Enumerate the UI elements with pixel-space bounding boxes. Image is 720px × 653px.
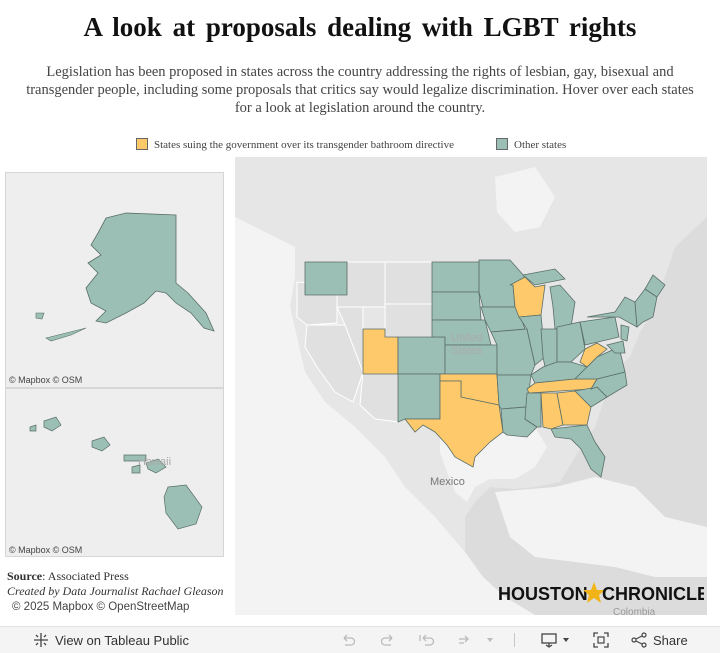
label-colombia: Colombia <box>613 607 656 615</box>
state-new-mexico <box>397 373 441 423</box>
label-states: States <box>451 345 483 357</box>
state-texas <box>404 380 504 468</box>
fullscreen-button[interactable] <box>593 627 609 653</box>
alaska-inset[interactable]: © Mapbox © OSM <box>5 172 224 388</box>
credit-line: Created by Data Journalist Rachael Gleas… <box>7 584 224 598</box>
source-line: Source: Associated Press <box>7 569 129 584</box>
toolbar-divider <box>514 627 515 653</box>
page-subtitle: Legislation has been proposed in states … <box>26 64 694 116</box>
island-lanai <box>131 464 141 474</box>
map-canvas: United States Mexico Colombia <box>235 157 707 615</box>
view-on-tableau-label: View on Tableau Public <box>55 632 189 648</box>
label-hawaii: Hawaii <box>138 456 171 468</box>
state-ohio <box>556 321 586 363</box>
houston-chronicle-logo: HOUSTON CHRONICLE <box>498 580 709 606</box>
share-icon <box>631 632 647 648</box>
logo-star-icon <box>583 582 605 603</box>
chevron-down-icon <box>563 638 569 642</box>
state-south-dakota <box>431 291 482 321</box>
undo-icon <box>343 634 356 646</box>
source-text: : Associated Press <box>42 569 129 583</box>
share-button[interactable]: Share <box>631 627 688 653</box>
download-button[interactable] <box>540 627 571 653</box>
label-mexico: Mexico <box>430 476 465 488</box>
revert-icon <box>419 634 435 646</box>
logo-text-right: CHRONICLE <box>602 584 704 604</box>
state-georgia <box>556 390 592 426</box>
revert-button[interactable] <box>418 627 436 653</box>
main-map[interactable]: United States Mexico Colombia <box>235 157 707 615</box>
alaska-attribution[interactable]: © Mapbox © OSM <box>9 375 83 385</box>
logo-text-left: HOUSTON <box>498 584 588 604</box>
island-niihau <box>29 424 37 432</box>
island-maui <box>145 458 167 474</box>
island-molokai <box>123 454 147 462</box>
alaska-canvas <box>35 212 215 342</box>
legend-label-suing[interactable]: States suing the government over its tra… <box>154 139 454 151</box>
redo-icon <box>380 634 393 646</box>
legend-swatch-suing[interactable] <box>136 138 148 150</box>
island-hawaii-big <box>163 484 203 530</box>
refresh-icon <box>459 635 469 644</box>
hawaii-canvas: Hawaii <box>29 416 203 530</box>
state-maryland <box>606 340 626 354</box>
hawaii-attribution[interactable]: © Mapbox © OSM <box>9 545 83 555</box>
state-michigan-upper <box>522 268 566 286</box>
refresh-button[interactable] <box>456 627 472 653</box>
view-on-tableau-button[interactable]: View on Tableau Public <box>33 627 189 653</box>
tableau-logo-icon <box>34 633 48 647</box>
undo-button[interactable] <box>340 627 356 653</box>
map-copyright[interactable]: © 2025 Mapbox © OpenStreetMap <box>12 601 190 613</box>
state-pennsylvania <box>579 316 620 346</box>
fullscreen-icon <box>593 632 609 648</box>
island-oahu <box>91 436 111 452</box>
state-shapes <box>304 259 666 478</box>
state-alabama <box>540 392 564 430</box>
state-colorado <box>397 336 446 375</box>
state-new-jersey <box>620 324 630 342</box>
download-icon <box>541 633 557 648</box>
state-washington <box>304 261 348 296</box>
redo-button[interactable] <box>380 627 396 653</box>
state-maine <box>644 274 666 298</box>
island-kauai <box>43 416 62 432</box>
state-florida <box>550 424 606 478</box>
source-label: Source <box>7 569 43 583</box>
logo-graphic: HOUSTON CHRONICLE <box>498 582 709 604</box>
page-title: A look at proposals dealing with LGBT ri… <box>83 12 637 42</box>
tableau-toolbar: View on Tableau Public Share <box>0 626 720 653</box>
map-legend: States suing the government over its tra… <box>0 137 720 155</box>
state-mississippi <box>524 392 542 428</box>
legend-swatch-other[interactable] <box>496 138 508 150</box>
state-illinois <box>518 314 546 366</box>
legend-label-other[interactable]: Other states <box>514 139 567 151</box>
state-alaska <box>85 212 215 332</box>
state-west-virginia <box>579 342 608 368</box>
hawaii-inset[interactable]: Hawaii © Mapbox © OSM <box>5 388 224 557</box>
chevron-down-icon <box>487 638 493 642</box>
refresh-dropdown[interactable] <box>485 627 495 653</box>
share-label: Share <box>653 632 688 648</box>
label-united: United <box>451 332 483 344</box>
state-north-dakota <box>431 261 480 293</box>
